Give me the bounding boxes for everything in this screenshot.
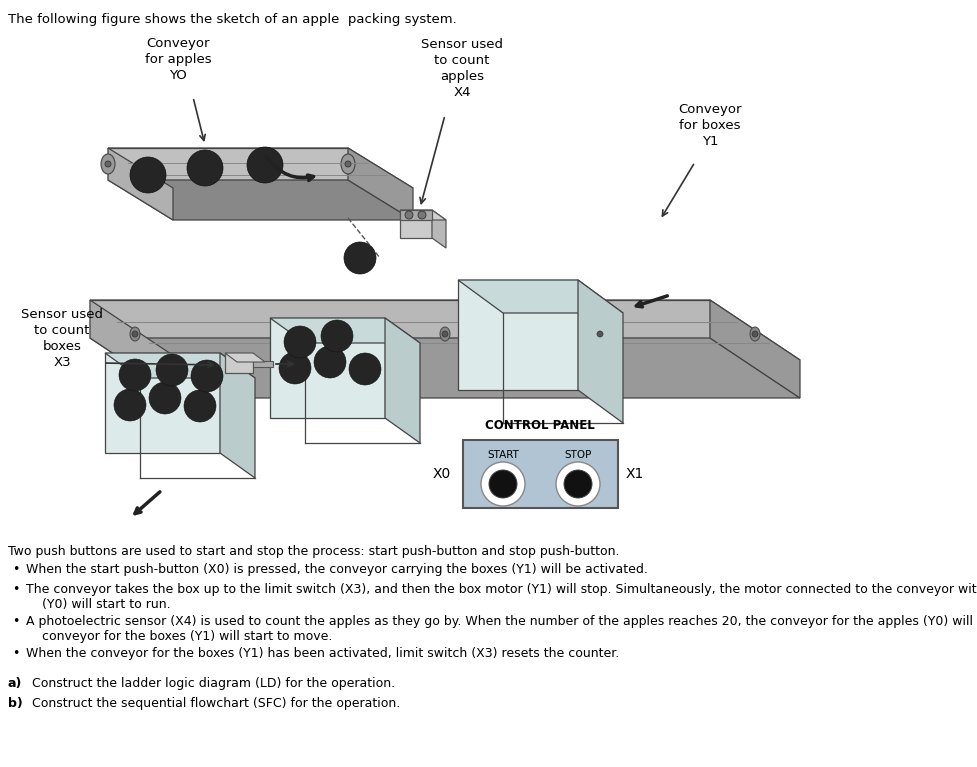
Circle shape xyxy=(114,389,146,421)
Circle shape xyxy=(132,331,138,337)
Text: b): b) xyxy=(8,697,22,710)
Polygon shape xyxy=(90,300,799,360)
Text: Sensor used
to count
apples
X4: Sensor used to count apples X4 xyxy=(420,38,502,99)
Polygon shape xyxy=(457,280,622,313)
Circle shape xyxy=(278,352,311,384)
Text: Construct the ladder logic diagram (LD) for the operation.: Construct the ladder logic diagram (LD) … xyxy=(24,677,395,690)
Circle shape xyxy=(349,353,381,385)
Polygon shape xyxy=(107,148,173,220)
Circle shape xyxy=(184,390,216,422)
Circle shape xyxy=(156,354,188,386)
Text: A photoelectric sensor (X4) is used to count the apples as they go by. When the : A photoelectric sensor (X4) is used to c… xyxy=(26,615,977,643)
Circle shape xyxy=(596,331,603,337)
Polygon shape xyxy=(225,353,265,362)
Text: Conveyor
for boxes
Y1: Conveyor for boxes Y1 xyxy=(678,103,741,148)
Text: •: • xyxy=(12,563,20,576)
Circle shape xyxy=(314,346,346,378)
Ellipse shape xyxy=(749,327,759,341)
Text: CONTROL PANEL: CONTROL PANEL xyxy=(485,419,594,432)
Circle shape xyxy=(488,470,517,498)
Circle shape xyxy=(344,242,375,274)
Circle shape xyxy=(247,147,282,183)
Circle shape xyxy=(751,331,757,337)
Ellipse shape xyxy=(594,327,605,341)
Ellipse shape xyxy=(341,154,355,174)
Text: Construct the sequential flowchart (SFC) for the operation.: Construct the sequential flowchart (SFC)… xyxy=(24,697,400,710)
Text: STOP: STOP xyxy=(564,450,591,460)
Polygon shape xyxy=(107,148,348,180)
Circle shape xyxy=(149,382,181,414)
Polygon shape xyxy=(270,318,385,418)
Text: The conveyor takes the box up to the limit switch (X3), and then the box motor (: The conveyor takes the box up to the lim… xyxy=(26,583,977,611)
Polygon shape xyxy=(385,318,419,443)
Ellipse shape xyxy=(284,327,295,341)
Polygon shape xyxy=(400,210,432,238)
Polygon shape xyxy=(348,148,412,220)
Text: •: • xyxy=(12,647,20,660)
Text: •: • xyxy=(12,583,20,596)
Polygon shape xyxy=(457,280,577,390)
Circle shape xyxy=(481,462,525,506)
Circle shape xyxy=(556,462,599,506)
Text: Sensor used
to count
boxes
X3: Sensor used to count boxes X3 xyxy=(21,308,103,369)
Polygon shape xyxy=(400,210,446,220)
Polygon shape xyxy=(107,180,412,220)
Circle shape xyxy=(564,470,591,498)
Text: The following figure shows the sketch of an apple  packing system.: The following figure shows the sketch of… xyxy=(8,13,456,26)
Polygon shape xyxy=(90,300,180,398)
Polygon shape xyxy=(400,210,432,220)
Text: •: • xyxy=(12,615,20,628)
Text: When the conveyor for the boxes (Y1) has been activated, limit switch (X3) reset: When the conveyor for the boxes (Y1) has… xyxy=(26,647,618,660)
Circle shape xyxy=(283,326,316,358)
Ellipse shape xyxy=(101,154,115,174)
Circle shape xyxy=(442,331,447,337)
Polygon shape xyxy=(270,318,419,343)
Polygon shape xyxy=(105,353,220,453)
Circle shape xyxy=(286,331,293,337)
Polygon shape xyxy=(107,148,412,188)
Polygon shape xyxy=(577,280,622,423)
Polygon shape xyxy=(105,353,255,378)
Polygon shape xyxy=(225,353,253,373)
Ellipse shape xyxy=(130,327,140,341)
Text: When the start push-button (X0) is pressed, the conveyor carrying the boxes (Y1): When the start push-button (X0) is press… xyxy=(26,563,647,576)
Circle shape xyxy=(417,211,426,219)
Circle shape xyxy=(404,211,412,219)
Polygon shape xyxy=(253,361,273,367)
Circle shape xyxy=(119,359,150,391)
Polygon shape xyxy=(220,353,255,478)
Text: Two push buttons are used to start and stop the process: start push-button and s: Two push buttons are used to start and s… xyxy=(8,545,618,558)
Circle shape xyxy=(345,161,351,167)
Text: a): a) xyxy=(8,677,22,690)
Circle shape xyxy=(130,157,166,193)
Text: X0: X0 xyxy=(432,467,450,481)
Text: Conveyor
for apples
YO: Conveyor for apples YO xyxy=(145,37,211,82)
Polygon shape xyxy=(90,300,709,338)
Circle shape xyxy=(320,320,353,352)
Circle shape xyxy=(105,161,110,167)
Polygon shape xyxy=(462,440,617,508)
Text: X1: X1 xyxy=(625,467,644,481)
Circle shape xyxy=(191,360,223,392)
Polygon shape xyxy=(432,210,446,248)
Ellipse shape xyxy=(440,327,449,341)
Text: START: START xyxy=(487,450,519,460)
Polygon shape xyxy=(90,338,799,398)
Circle shape xyxy=(187,150,223,186)
Polygon shape xyxy=(709,300,799,398)
